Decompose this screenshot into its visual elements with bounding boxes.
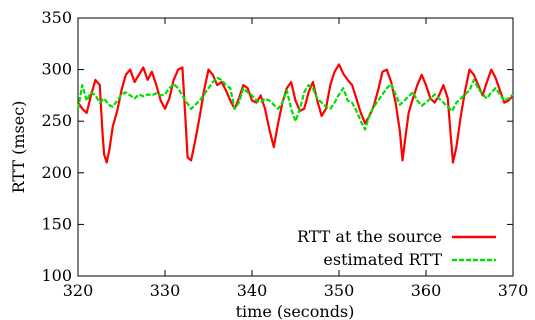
series-line-estimated-rtt (76, 76, 514, 131)
axis-ticks: 320 330 340 350 360 370 100 150 200 250 300 350 (41, 8, 528, 300)
y-tick-label: 350 (41, 8, 72, 27)
x-axis-label: time (seconds) (236, 302, 355, 320)
x-tick-label: 330 (150, 281, 181, 300)
y-tick-label: 150 (41, 214, 72, 233)
y-tick-label: 200 (41, 163, 72, 182)
plot-frame (77, 17, 514, 277)
legend: RTT at the source estimated RTT (297, 227, 496, 269)
x-tick-label: 350 (324, 281, 355, 300)
x-tick-label: 370 (498, 281, 529, 300)
legend-label-rtt-source: RTT at the source (297, 227, 442, 246)
y-tick-label: 300 (41, 60, 72, 79)
y-tick-label: 250 (41, 111, 72, 130)
x-tick-label: 320 (63, 281, 94, 300)
y-axis-label: RTT (msec) (9, 101, 28, 194)
legend-label-estimated-rtt: estimated RTT (323, 250, 442, 269)
x-tick-label: 360 (411, 281, 442, 300)
y-tick-label: 100 (41, 266, 72, 285)
series-line-rtt-source (77, 63, 514, 164)
x-tick-label: 340 (237, 281, 268, 300)
plot-area (76, 63, 514, 164)
